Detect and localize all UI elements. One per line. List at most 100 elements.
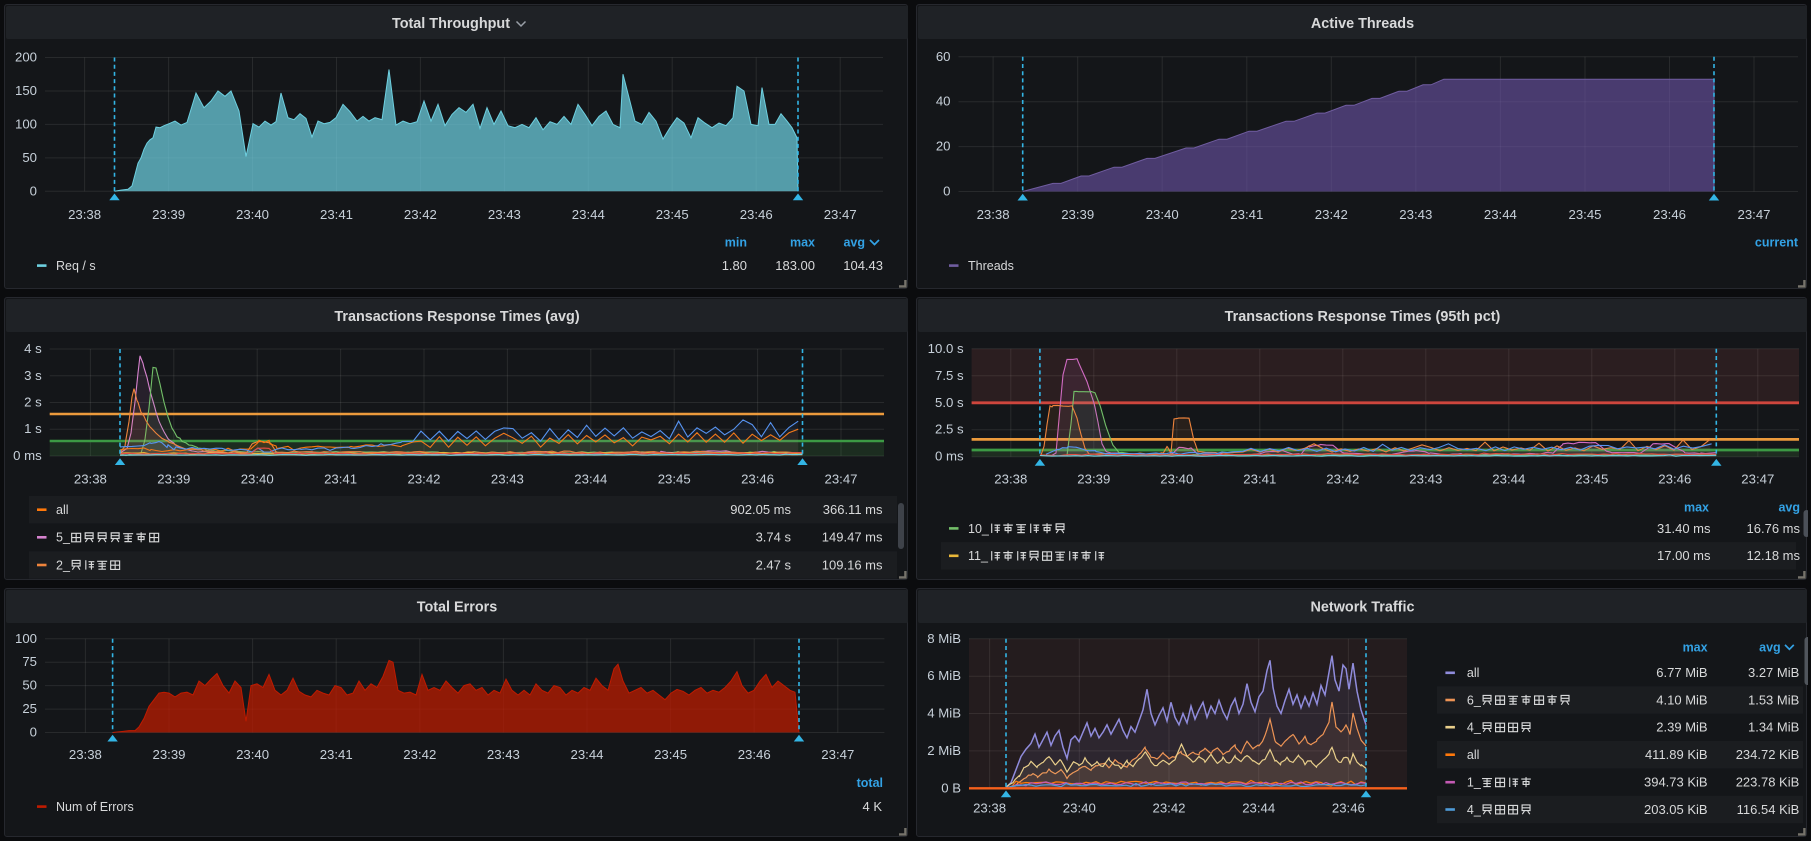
svg-text:23:40: 23:40 <box>1063 801 1096 816</box>
svg-text:10.0 s: 10.0 s <box>928 341 964 356</box>
svg-text:50: 50 <box>22 150 37 165</box>
svg-text:23:39: 23:39 <box>1077 472 1110 487</box>
svg-text:23:46: 23:46 <box>738 747 771 762</box>
svg-text:23:42: 23:42 <box>1315 207 1348 222</box>
svg-text:40: 40 <box>936 94 951 109</box>
svg-text:23:43: 23:43 <box>488 207 521 222</box>
svg-text:23:44: 23:44 <box>1242 801 1275 816</box>
svg-text:23:38: 23:38 <box>69 747 102 762</box>
svg-text:5.0 s: 5.0 s <box>935 395 964 410</box>
svg-text:109.16 ms: 109.16 ms <box>822 557 883 572</box>
svg-text:Num of Errors: Num of Errors <box>56 800 134 814</box>
svg-text:Transactions Response Times (9: Transactions Response Times (95th pct) <box>1225 309 1501 325</box>
svg-text:366.11 ms: 366.11 ms <box>823 502 883 517</box>
svg-text:23:44: 23:44 <box>1484 207 1517 222</box>
svg-text:203.05 KiB: 203.05 KiB <box>1644 802 1708 817</box>
svg-text:11_: 11_ <box>968 549 989 563</box>
svg-text:0 ms: 0 ms <box>13 448 42 463</box>
svg-text:234.72 KiB: 234.72 KiB <box>1736 747 1800 762</box>
svg-text:all: all <box>1467 666 1480 680</box>
svg-text:2_: 2_ <box>56 558 71 572</box>
svg-text:23:38: 23:38 <box>994 472 1027 487</box>
svg-text:23:44: 23:44 <box>570 747 603 762</box>
svg-text:4.10 MiB: 4.10 MiB <box>1656 692 1707 707</box>
svg-text:all: all <box>56 503 69 517</box>
svg-text:3.27 MiB: 3.27 MiB <box>1748 665 1799 680</box>
svg-text:23:44: 23:44 <box>1492 472 1525 487</box>
svg-text:1_: 1_ <box>1467 776 1482 790</box>
svg-text:23:46: 23:46 <box>1332 801 1365 816</box>
svg-text:avg: avg <box>1778 501 1800 515</box>
svg-text:23:38: 23:38 <box>977 207 1010 222</box>
svg-text:23:47: 23:47 <box>821 747 854 762</box>
svg-text:149.47 ms: 149.47 ms <box>822 530 883 545</box>
svg-text:60: 60 <box>936 49 951 64</box>
svg-text:0: 0 <box>30 183 37 198</box>
svg-text:116.54 KiB: 116.54 KiB <box>1737 802 1800 817</box>
svg-text:23:43: 23:43 <box>1399 207 1432 222</box>
svg-text:23:47: 23:47 <box>1741 472 1774 487</box>
svg-text:23:41: 23:41 <box>1243 472 1276 487</box>
svg-text:23:42: 23:42 <box>404 207 437 222</box>
svg-text:2 MiB: 2 MiB <box>927 743 961 758</box>
svg-text:1.53 MiB: 1.53 MiB <box>1748 692 1799 707</box>
svg-text:Network Traffic: Network Traffic <box>1311 600 1415 616</box>
svg-text:avg: avg <box>843 236 865 250</box>
svg-text:Total Errors: Total Errors <box>417 600 498 616</box>
svg-text:394.73 KiB: 394.73 KiB <box>1644 775 1708 790</box>
svg-text:23:39: 23:39 <box>152 747 185 762</box>
svg-text:12.18 ms: 12.18 ms <box>1747 548 1801 563</box>
svg-text:25: 25 <box>22 701 37 716</box>
svg-text:2.39 MiB: 2.39 MiB <box>1656 720 1707 735</box>
svg-text:104.43: 104.43 <box>843 258 883 273</box>
svg-text:23:38: 23:38 <box>973 801 1006 816</box>
svg-text:6 MiB: 6 MiB <box>927 668 961 683</box>
svg-text:1.80: 1.80 <box>722 258 747 273</box>
svg-text:max: max <box>790 236 815 250</box>
svg-text:200: 200 <box>15 50 37 65</box>
svg-text:23:41: 23:41 <box>324 472 357 487</box>
svg-text:23:45: 23:45 <box>1575 472 1608 487</box>
svg-text:4 K: 4 K <box>862 799 882 814</box>
svg-text:23:40: 23:40 <box>1146 207 1179 222</box>
svg-text:avg: avg <box>1759 640 1781 654</box>
svg-text:902.05 ms: 902.05 ms <box>730 502 791 517</box>
svg-text:20: 20 <box>936 139 951 154</box>
svg-text:0: 0 <box>943 184 950 199</box>
svg-text:23:43: 23:43 <box>487 747 520 762</box>
svg-text:23:45: 23:45 <box>658 472 691 487</box>
svg-text:Transactions Response Times (a: Transactions Response Times (avg) <box>334 309 579 325</box>
svg-text:23:40: 23:40 <box>236 747 269 762</box>
svg-text:23:39: 23:39 <box>152 207 185 222</box>
svg-text:max: max <box>1683 640 1708 654</box>
svg-text:1.34 MiB: 1.34 MiB <box>1748 720 1799 735</box>
svg-text:31.40 ms: 31.40 ms <box>1657 521 1711 536</box>
svg-text:current: current <box>1755 236 1799 250</box>
svg-text:23:45: 23:45 <box>1568 207 1601 222</box>
svg-text:23:40: 23:40 <box>1160 472 1193 487</box>
svg-text:23:41: 23:41 <box>1230 207 1263 222</box>
svg-text:23:42: 23:42 <box>1152 801 1185 816</box>
svg-text:4_: 4_ <box>1467 803 1482 817</box>
svg-text:23:46: 23:46 <box>1658 472 1691 487</box>
svg-text:Active Threads: Active Threads <box>1311 16 1414 32</box>
svg-text:23:40: 23:40 <box>236 207 269 222</box>
svg-text:23:45: 23:45 <box>654 747 687 762</box>
svg-text:17.00 ms: 17.00 ms <box>1657 548 1711 563</box>
svg-text:16.76 ms: 16.76 ms <box>1747 521 1801 536</box>
svg-text:0: 0 <box>30 725 37 740</box>
svg-text:0 B: 0 B <box>941 780 961 795</box>
svg-text:4 s: 4 s <box>24 341 42 356</box>
svg-text:4_: 4_ <box>1467 721 1482 735</box>
svg-text:183.00: 183.00 <box>775 258 815 273</box>
svg-text:2.47 s: 2.47 s <box>756 557 792 572</box>
svg-text:23:47: 23:47 <box>1737 207 1770 222</box>
svg-text:75: 75 <box>22 654 37 669</box>
svg-text:23:46: 23:46 <box>741 472 774 487</box>
svg-text:2 s: 2 s <box>24 395 42 410</box>
svg-text:100: 100 <box>15 631 37 646</box>
svg-text:Total Throughput: Total Throughput <box>392 16 510 32</box>
svg-text:Req / s: Req / s <box>56 259 96 273</box>
svg-text:8 MiB: 8 MiB <box>927 631 961 646</box>
svg-text:23:47: 23:47 <box>824 207 857 222</box>
